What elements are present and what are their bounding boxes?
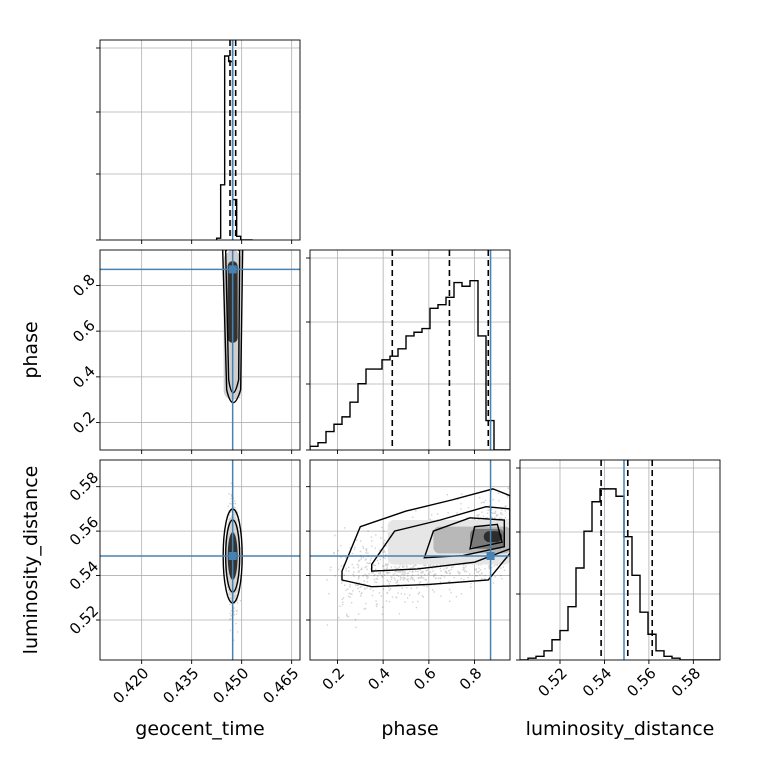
contour: [224, 250, 241, 394]
ytick-label-luminosity_distance: 0.54: [66, 557, 102, 593]
xtick-label-phase: 0.8: [456, 664, 486, 694]
xtick-label-geocent_time: 0.435: [159, 664, 202, 707]
xtick-label-luminosity_distance: 0.54: [579, 664, 615, 700]
xtick-label-phase: 0.2: [319, 664, 349, 694]
xtick-label-phase: 0.4: [364, 664, 394, 694]
density-panel-geocent_time-luminosity_distance: [100, 460, 300, 660]
xtick-label-geocent_time: 0.450: [209, 664, 252, 707]
ytick-label-phase: 0.2: [69, 408, 99, 438]
hist-panel-phase: [310, 250, 510, 450]
panel-frame-geocent_time: [99, 39, 301, 241]
hist-panel-luminosity_distance: [520, 460, 720, 660]
x-axis-label-geocent_time: geocent_time: [135, 718, 264, 740]
histogram-geocent_time: [215, 55, 253, 240]
contour: [371, 505, 510, 572]
y-axis-label-luminosity_distance: luminosity_distance: [20, 466, 42, 655]
ytick-label-phase: 0.6: [69, 316, 99, 346]
panel-frame-luminosity_distance: [519, 459, 721, 661]
x-axis-label-luminosity_distance: luminosity_distance: [526, 718, 715, 740]
truth-marker: [228, 265, 237, 274]
panel-frame-phase-luminosity_distance: [309, 459, 511, 661]
ytick-label-luminosity_distance: 0.52: [66, 602, 102, 638]
y-axis-label-phase: phase: [20, 321, 42, 378]
density-fill: [483, 531, 502, 543]
panel-frame-geocent_time-luminosity_distance: [99, 459, 301, 661]
hist-panel-geocent_time: [100, 40, 300, 240]
ytick-label-phase: 0.4: [69, 362, 99, 392]
contour: [469, 523, 503, 550]
ytick-label-luminosity_distance: 0.56: [66, 513, 102, 549]
xtick-label-geocent_time: 0.420: [109, 664, 152, 707]
contour: [221, 250, 244, 404]
ytick-label-phase: 0.8: [69, 271, 99, 301]
ytick-label-luminosity_distance: 0.58: [66, 468, 102, 504]
histogram-phase: [310, 280, 510, 450]
truth-marker: [486, 552, 495, 560]
xtick-label-luminosity_distance: 0.56: [623, 664, 659, 700]
xtick-label-phase: 0.6: [410, 664, 440, 694]
xtick-label-luminosity_distance: 0.58: [668, 664, 704, 700]
contour: [341, 488, 510, 588]
histogram-luminosity_distance: [520, 488, 720, 660]
panel-frame-phase: [309, 249, 511, 451]
truth-marker: [228, 552, 237, 560]
panel-frame-geocent_time-phase: [99, 249, 301, 451]
density-panel-phase-luminosity_distance: [310, 460, 510, 660]
xtick-label-geocent_time: 0.465: [259, 664, 302, 707]
x-axis-label-phase: phase: [381, 718, 438, 740]
density-panel-geocent_time-phase: [100, 250, 300, 450]
xtick-label-luminosity_distance: 0.52: [534, 664, 570, 700]
